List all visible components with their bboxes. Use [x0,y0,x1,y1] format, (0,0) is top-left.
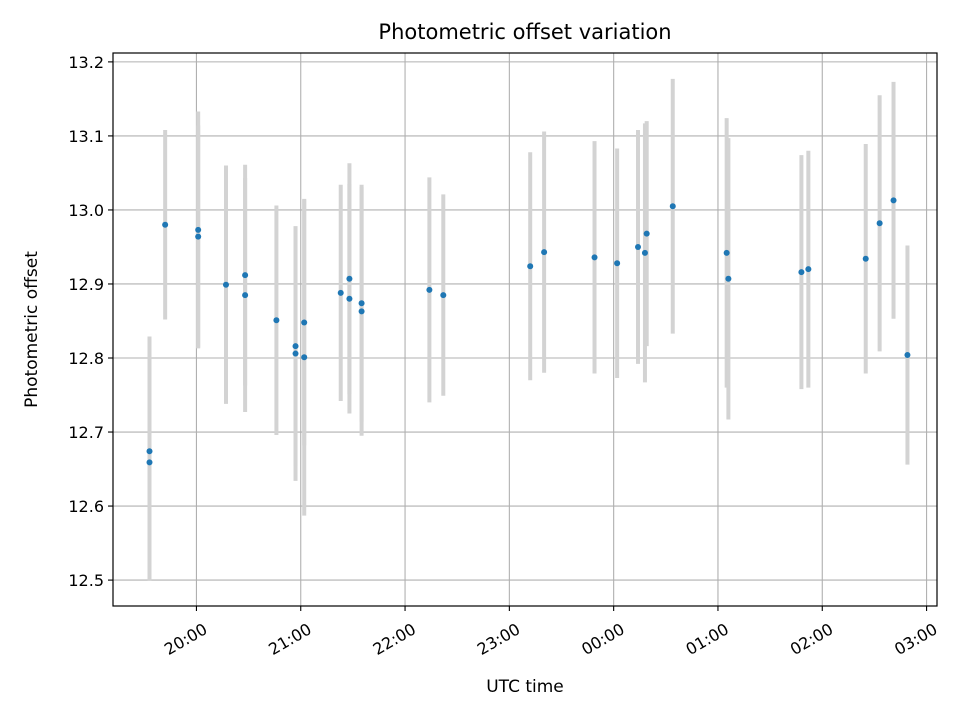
data-point [440,292,447,299]
data-point [292,350,299,357]
data-point [669,203,676,210]
data-point [904,352,911,359]
data-point [876,220,883,227]
data-point [643,230,650,237]
y-tick-label: 13.2 [68,53,104,72]
data-points [146,197,911,466]
y-tick-label: 13.0 [68,201,104,220]
y-tick-label: 12.9 [68,275,104,294]
data-point [273,317,280,324]
data-point [641,249,648,256]
data-point [146,448,153,455]
data-point [358,300,365,307]
data-point [723,249,730,256]
data-point [301,319,308,326]
data-point [541,249,548,256]
data-point [614,260,621,267]
y-tick-label: 12.8 [68,349,104,368]
data-point [222,281,229,288]
data-point [337,289,344,296]
data-point [346,295,353,302]
data-point [242,292,249,299]
y-tick-label: 12.5 [68,571,104,590]
data-point [242,272,249,279]
data-point [346,275,353,282]
plot-frame [112,52,938,607]
data-point [862,255,869,262]
data-point [527,263,534,270]
data-point [890,197,897,204]
data-point [426,286,433,293]
data-point [725,275,732,282]
y-tick-label: 12.7 [68,423,104,442]
data-point [805,266,812,273]
data-point [358,308,365,315]
y-axis-label: Photometric offset [22,251,42,408]
data-point [195,233,202,240]
data-point [195,226,202,233]
data-point [798,269,805,276]
data-point [292,343,299,350]
x-axis-label: UTC time [486,677,564,697]
y-tick-label: 12.6 [68,497,104,516]
data-point [634,243,641,250]
chart-title: Photometric offset variation [378,20,671,44]
data-point [301,354,308,361]
data-point [146,459,153,466]
data-point [591,254,598,261]
y-tick-label: 13.1 [68,127,104,146]
data-point [162,221,169,228]
